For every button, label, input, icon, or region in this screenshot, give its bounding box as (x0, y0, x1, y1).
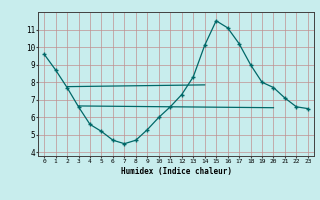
X-axis label: Humidex (Indice chaleur): Humidex (Indice chaleur) (121, 167, 231, 176)
